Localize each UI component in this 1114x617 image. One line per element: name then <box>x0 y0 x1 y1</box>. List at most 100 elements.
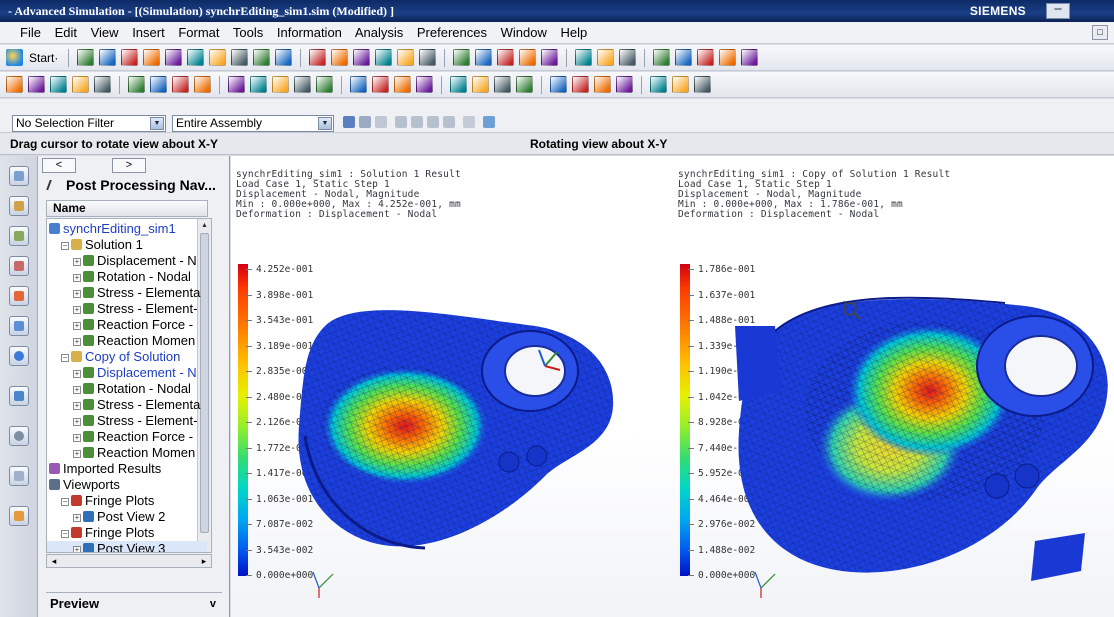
selection-filter-select[interactable]: No Selection Filter ▼ <box>12 115 166 132</box>
collapse-toggle-icon[interactable]: − <box>61 353 69 362</box>
resource-tab-history[interactable] <box>9 256 29 276</box>
resource-tab-system[interactable] <box>9 506 29 526</box>
report-icon[interactable] <box>572 76 589 93</box>
image-icon[interactable] <box>616 76 633 93</box>
resource-tab-reuse[interactable] <box>9 316 29 336</box>
scroll-thumb[interactable] <box>200 233 209 533</box>
background-icon[interactable] <box>575 49 593 66</box>
new-icon[interactable] <box>77 49 95 66</box>
point-icon[interactable] <box>653 49 671 66</box>
probe-icon[interactable] <box>172 76 189 93</box>
collapse-toggle-icon[interactable]: − <box>61 241 69 250</box>
post-view-right-viewport[interactable]: synchrEditing_sim1 : Copy of Solution 1 … <box>673 156 1114 617</box>
material-icon[interactable] <box>28 76 45 93</box>
layer-icon[interactable] <box>597 49 615 66</box>
tree-row[interactable]: + Post View 2 <box>47 509 207 525</box>
constraint-icon[interactable] <box>72 76 89 93</box>
menu-preferences[interactable]: Preferences <box>416 25 487 40</box>
tree-row[interactable]: + Stress - Element- <box>47 301 207 317</box>
tree-row[interactable]: − Fringe Plots <box>47 525 207 541</box>
expand-icon[interactable] <box>741 49 759 66</box>
open-icon[interactable] <box>99 49 117 66</box>
tree-horizontal-scrollbar[interactable]: ◂ ▸ <box>46 554 212 568</box>
start-button[interactable]: Start· <box>29 50 59 65</box>
expand-toggle-icon[interactable]: + <box>73 273 81 282</box>
navigator-back-button[interactable]: < <box>42 158 76 173</box>
menu-format[interactable]: Format <box>178 25 220 40</box>
menu-view[interactable]: View <box>90 25 119 40</box>
copy-icon[interactable] <box>187 49 205 66</box>
expand-toggle-icon[interactable]: + <box>73 401 81 410</box>
tree-row[interactable]: + Stress - Element- <box>47 413 207 429</box>
graphics-window[interactable]: synchrEditing_sim1 : Solution 1 Result L… <box>231 156 1114 617</box>
pan-icon[interactable] <box>375 49 393 66</box>
tree-row[interactable]: − Fringe Plots <box>47 493 207 509</box>
select-icon[interactable] <box>619 49 637 66</box>
expand-toggle-icon[interactable]: + <box>73 321 81 330</box>
tree-row[interactable]: Viewports <box>47 477 207 493</box>
menu-edit[interactable]: Edit <box>54 25 77 40</box>
fem-model-displacement-plot-1[interactable] <box>295 286 625 576</box>
render-icon[interactable] <box>497 49 515 66</box>
resource-tab-post[interactable] <box>9 286 29 306</box>
filter-icon[interactable] <box>672 76 689 93</box>
rotate-icon[interactable] <box>397 49 415 66</box>
annotation-icon[interactable] <box>516 76 533 93</box>
menu-analysis[interactable]: Analysis <box>354 25 404 40</box>
tree-row[interactable]: − Solution 1 <box>47 237 207 253</box>
display-icon[interactable] <box>494 76 511 93</box>
layout-icon[interactable] <box>450 76 467 93</box>
tree-row[interactable]: + Rotation - Nodal <box>47 269 207 285</box>
expand-toggle-icon[interactable]: + <box>73 337 81 346</box>
expand-toggle-icon[interactable]: + <box>73 257 81 266</box>
tree-row[interactable]: − Copy of Solution <box>47 349 207 365</box>
tree-row[interactable]: + Post View 3 <box>47 541 207 552</box>
expand-toggle-icon[interactable]: + <box>73 289 81 298</box>
resource-tab-roles[interactable] <box>9 466 29 486</box>
contour-icon[interactable] <box>316 76 333 93</box>
assembly-scope-select[interactable]: Entire Assembly ▼ <box>172 115 334 132</box>
name-column-header[interactable]: Name <box>46 200 208 217</box>
marker-icon[interactable] <box>194 76 211 93</box>
menu-help[interactable]: Help <box>560 25 588 40</box>
export-icon[interactable] <box>594 76 611 93</box>
tree-row[interactable]: + Reaction Force - <box>47 317 207 333</box>
deform-icon[interactable] <box>372 76 389 93</box>
fit-icon[interactable] <box>309 49 327 66</box>
tree-row[interactable]: + Stress - Elementa <box>47 285 207 301</box>
tree-row[interactable]: + Rotation - Nodal <box>47 381 207 397</box>
menu-tools[interactable]: Tools <box>232 25 264 40</box>
restore-window-button[interactable]: □ <box>1092 25 1108 40</box>
expand-toggle-icon[interactable]: + <box>73 305 81 314</box>
identify-icon[interactable] <box>272 76 289 93</box>
view-icon[interactable] <box>719 49 737 66</box>
menu-file[interactable]: File <box>20 25 41 40</box>
expand-toggle-icon[interactable]: + <box>73 417 81 426</box>
scroll-up-icon[interactable]: ▲ <box>201 222 208 229</box>
post-view-left-viewport[interactable]: synchrEditing_sim1 : Solution 1 Result L… <box>231 156 673 617</box>
repeat-icon[interactable] <box>275 49 293 66</box>
face-rule-icon[interactable] <box>411 116 423 128</box>
fringe-icon[interactable] <box>294 76 311 93</box>
resource-tab-assembly[interactable] <box>9 166 29 186</box>
tree-row[interactable]: + Displacement - N <box>47 365 207 381</box>
filter-icon[interactable] <box>359 116 371 128</box>
menu-information[interactable]: Information <box>276 25 342 40</box>
zoom-window-icon[interactable] <box>353 49 371 66</box>
wireframe-icon[interactable] <box>453 49 471 66</box>
scroll-right-icon[interactable]: ▸ <box>201 556 207 566</box>
mesh-icon[interactable] <box>6 76 23 93</box>
tree-row[interactable]: + Stress - Elementa <box>47 397 207 413</box>
pin-icon[interactable] <box>46 180 58 190</box>
fem-model-displacement-plot-2[interactable] <box>735 271 1114 591</box>
menu-insert[interactable]: Insert <box>132 25 165 40</box>
view-port-icon[interactable] <box>472 76 489 93</box>
save-icon[interactable] <box>121 49 139 66</box>
check-icon[interactable] <box>550 76 567 93</box>
csys-icon[interactable] <box>697 49 715 66</box>
print-icon[interactable] <box>143 49 161 66</box>
pick-box-icon[interactable] <box>463 116 475 128</box>
vector-icon[interactable] <box>675 49 693 66</box>
iso-icon[interactable] <box>350 76 367 93</box>
snap-point-icon[interactable] <box>343 116 355 128</box>
